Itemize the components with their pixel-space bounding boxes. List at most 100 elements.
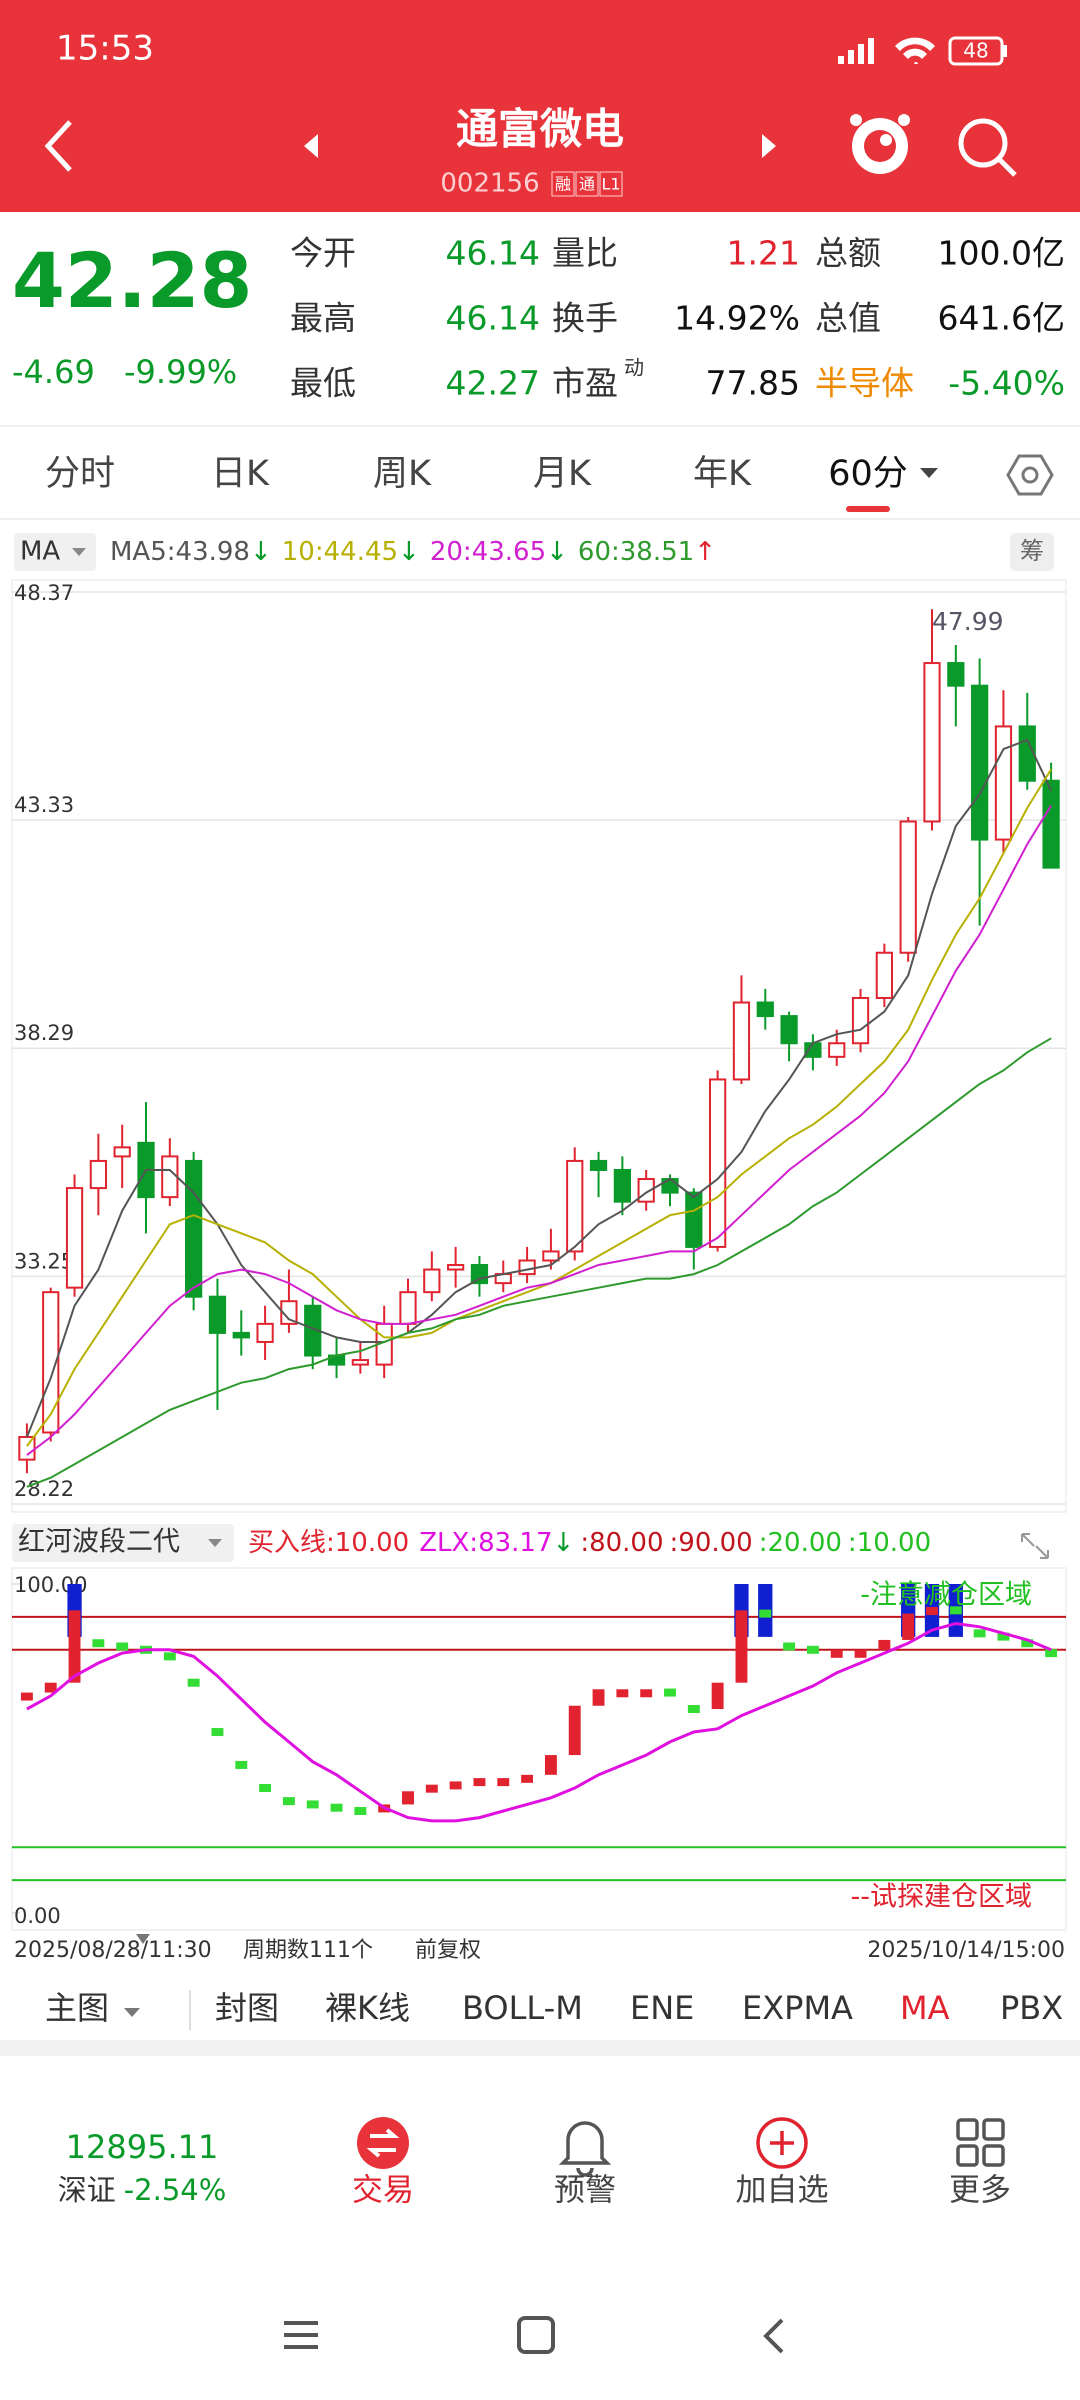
ma-legend-name: 60: <box>578 537 620 567</box>
chart-tab[interactable]: 日K <box>211 454 270 494</box>
chart-tab[interactable]: 月K <box>533 454 592 494</box>
wave-bar <box>354 1807 367 1816</box>
wave-bar <box>235 1760 248 1769</box>
indicator-tab[interactable]: 裸K线 <box>325 1989 410 2027</box>
tab-dropdown <box>920 468 938 478</box>
candle-body <box>65 1187 84 1289</box>
indicator-selector[interactable] <box>12 1524 234 1562</box>
chart-tab[interactable]: 分时 <box>45 454 115 494</box>
candle-body <box>971 684 989 841</box>
back-button[interactable] <box>44 120 72 172</box>
search-button[interactable] <box>958 118 1017 177</box>
prev-stock[interactable] <box>304 134 318 158</box>
indicator-tab[interactable]: ENE <box>630 1989 694 2027</box>
back-key[interactable] <box>763 2318 784 2354</box>
candle-body <box>613 1168 631 1203</box>
candle-body <box>518 1259 536 1276</box>
badge: 通 <box>579 175 595 194</box>
field-value: 641.6亿 <box>938 299 1065 338</box>
wave-bar <box>616 1689 629 1698</box>
wave-bar <box>473 1778 486 1787</box>
badge: 融 <box>555 175 571 194</box>
wave-bar <box>830 1649 843 1658</box>
zone-annotation: --试探建仓区域 <box>851 1882 1033 1913</box>
indicator-tab[interactable]: 封图 <box>215 1989 279 2027</box>
candle-body <box>208 1295 227 1334</box>
settings-button[interactable] <box>1006 454 1054 496</box>
high-label: 47.99 <box>932 607 1004 636</box>
index-change[interactable]: 深证 -2.54% <box>58 2173 227 2207</box>
next-stock[interactable] <box>762 134 776 158</box>
field-value: -5.40% <box>948 364 1065 403</box>
y-tick-label: 38.29 <box>14 1021 74 1045</box>
candle-body <box>89 1159 107 1190</box>
wave-bar <box>902 1613 915 1640</box>
price-change: -4.69 <box>12 353 95 391</box>
wave-bar <box>854 1649 867 1658</box>
main-chart-frame <box>11 579 1067 1513</box>
indicator-tab[interactable]: BOLL-M <box>462 1989 583 2027</box>
indicator-name: MA <box>20 537 60 567</box>
chart-tab[interactable]: 周K <box>373 454 432 494</box>
menu-key[interactable] <box>284 2321 318 2349</box>
chip-button-bg[interactable] <box>1010 533 1054 571</box>
wave-bar <box>878 1639 891 1650</box>
dropdown-arrow <box>208 1539 222 1547</box>
wave-bar <box>1021 1639 1034 1648</box>
index-name: 深证 <box>58 2173 116 2207</box>
indicator-tab[interactable]: MA <box>900 1989 950 2027</box>
indicator-tab[interactable]: 主图 <box>45 1989 109 2027</box>
candle-body <box>423 1268 441 1294</box>
chart-tab[interactable]: 60分 <box>828 454 908 494</box>
wave-bar <box>806 1645 819 1654</box>
settings-button-core <box>1021 466 1039 484</box>
nav-item[interactable]: 交易 <box>352 2173 414 2209</box>
wave-bar <box>211 1728 224 1737</box>
nav-item[interactable]: 加自选 <box>736 2173 829 2209</box>
assistant-icon[interactable] <box>850 114 910 174</box>
field-value: 46.14 <box>446 234 540 273</box>
wave-bar <box>20 1692 33 1701</box>
nav-item[interactable]: 更多 <box>949 2173 1011 2209</box>
wave-bar <box>997 1632 1010 1641</box>
wave-bar <box>402 1791 414 1805</box>
nav-item[interactable]: 预警 <box>554 2173 616 2209</box>
wave-bar <box>759 1609 772 1618</box>
buy-line-value: 10.00 <box>335 1528 409 1558</box>
ma-legend-legend-value: 43.98 <box>176 537 250 567</box>
candle-body <box>994 725 1013 841</box>
indicator-tab[interactable]: EXPMA <box>742 1989 853 2027</box>
index-value[interactable]: 12895.11 <box>66 2128 219 2166</box>
candle-body <box>780 1015 798 1045</box>
divider <box>0 518 1080 520</box>
add-watch-icon[interactable] <box>756 2117 808 2169</box>
candle-body <box>566 1159 584 1253</box>
expand-button[interactable] <box>1021 1533 1049 1559</box>
level-legend: :80.00 <box>580 1528 663 1558</box>
candle-body <box>828 1042 846 1058</box>
more-icon[interactable] <box>956 2118 1005 2167</box>
ma-legend-legend-value: 38.51 <box>620 537 694 567</box>
dropdown-arrow <box>72 548 86 556</box>
wave-bar <box>44 1682 57 1693</box>
indicator-selector[interactable] <box>14 533 96 571</box>
home-key[interactable] <box>517 2316 555 2354</box>
candle-body <box>1018 725 1036 782</box>
indicator-tab[interactable]: PBX <box>1000 1989 1063 2027</box>
alert-icon[interactable] <box>558 2121 612 2177</box>
candle-body <box>923 662 941 823</box>
indicator-name: 红河波段二代 <box>18 1527 180 1558</box>
indicator-legend: 买入线:10.00 ZLX:83.17↓:80.00:90.00:20.00:10… <box>248 1528 931 1558</box>
wave-bar <box>973 1629 986 1638</box>
field-label: 总额 <box>815 234 881 273</box>
wave-bar <box>735 1610 748 1683</box>
chip-button[interactable]: 筹 <box>1020 537 1044 565</box>
candle-body <box>947 662 965 687</box>
ma-line <box>26 805 1052 1456</box>
zlx-label: ZLX: <box>419 1528 478 1558</box>
wave-bar <box>92 1639 105 1648</box>
chart-tab[interactable]: 年K <box>693 454 752 494</box>
badge: L1 <box>601 175 620 194</box>
trade-icon[interactable] <box>357 2117 409 2169</box>
